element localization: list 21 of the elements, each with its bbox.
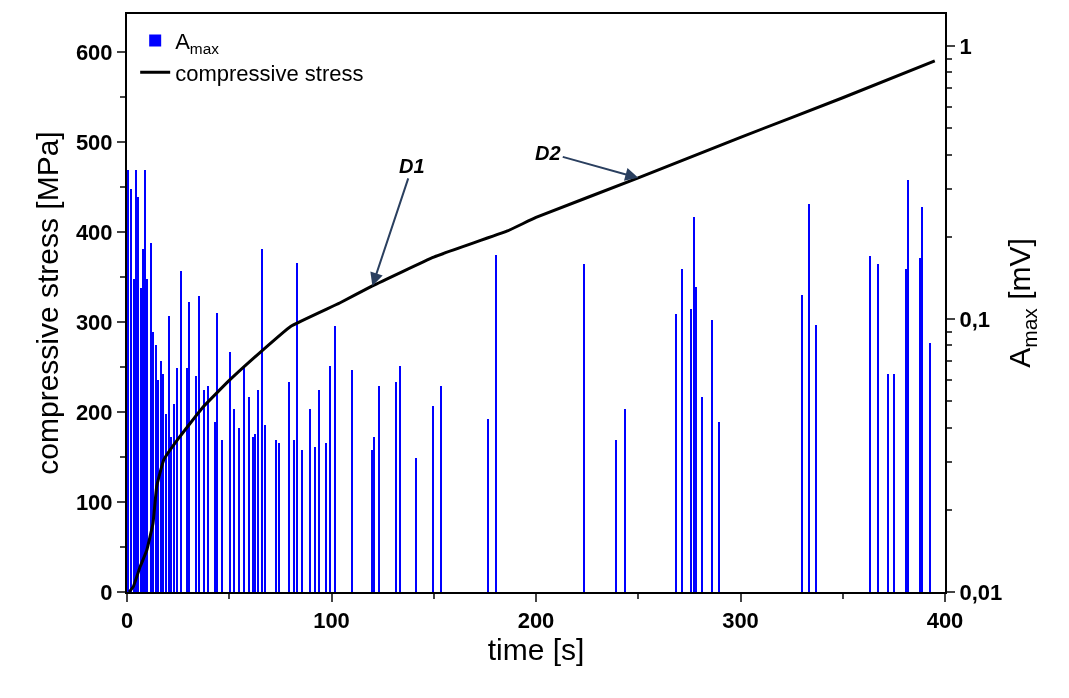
annotation: D1 xyxy=(399,155,425,177)
y-tick-label: 400 xyxy=(75,219,113,245)
y-tick-label: 600 xyxy=(75,39,113,65)
x-tick-label: 0 xyxy=(120,608,134,634)
annotation: D2 xyxy=(535,142,561,164)
x-axis-title: time [s] xyxy=(487,633,585,667)
x-tick-label: 300 xyxy=(722,608,759,634)
y-tick-label: 500 xyxy=(75,129,113,155)
y2-tick-label: 0,01 xyxy=(959,579,1003,605)
y2-tick-label: 0,1 xyxy=(959,306,990,332)
y2-tick-label: 1 xyxy=(959,33,972,59)
y-tick-label: 200 xyxy=(75,399,113,425)
y-tick-label: 0 xyxy=(100,579,113,605)
legend-label: compressive stress xyxy=(175,60,364,86)
y-tick-label: 100 xyxy=(75,489,113,515)
x-tick-label: 100 xyxy=(313,608,350,634)
x-tick-label: 400 xyxy=(926,608,964,634)
x-tick-label: 200 xyxy=(517,608,555,634)
legend-label: A$_{max}$ xyxy=(175,29,220,57)
y-tick-label: 300 xyxy=(75,309,113,335)
y-axis-title: compressive stress [MPa] xyxy=(31,131,65,475)
